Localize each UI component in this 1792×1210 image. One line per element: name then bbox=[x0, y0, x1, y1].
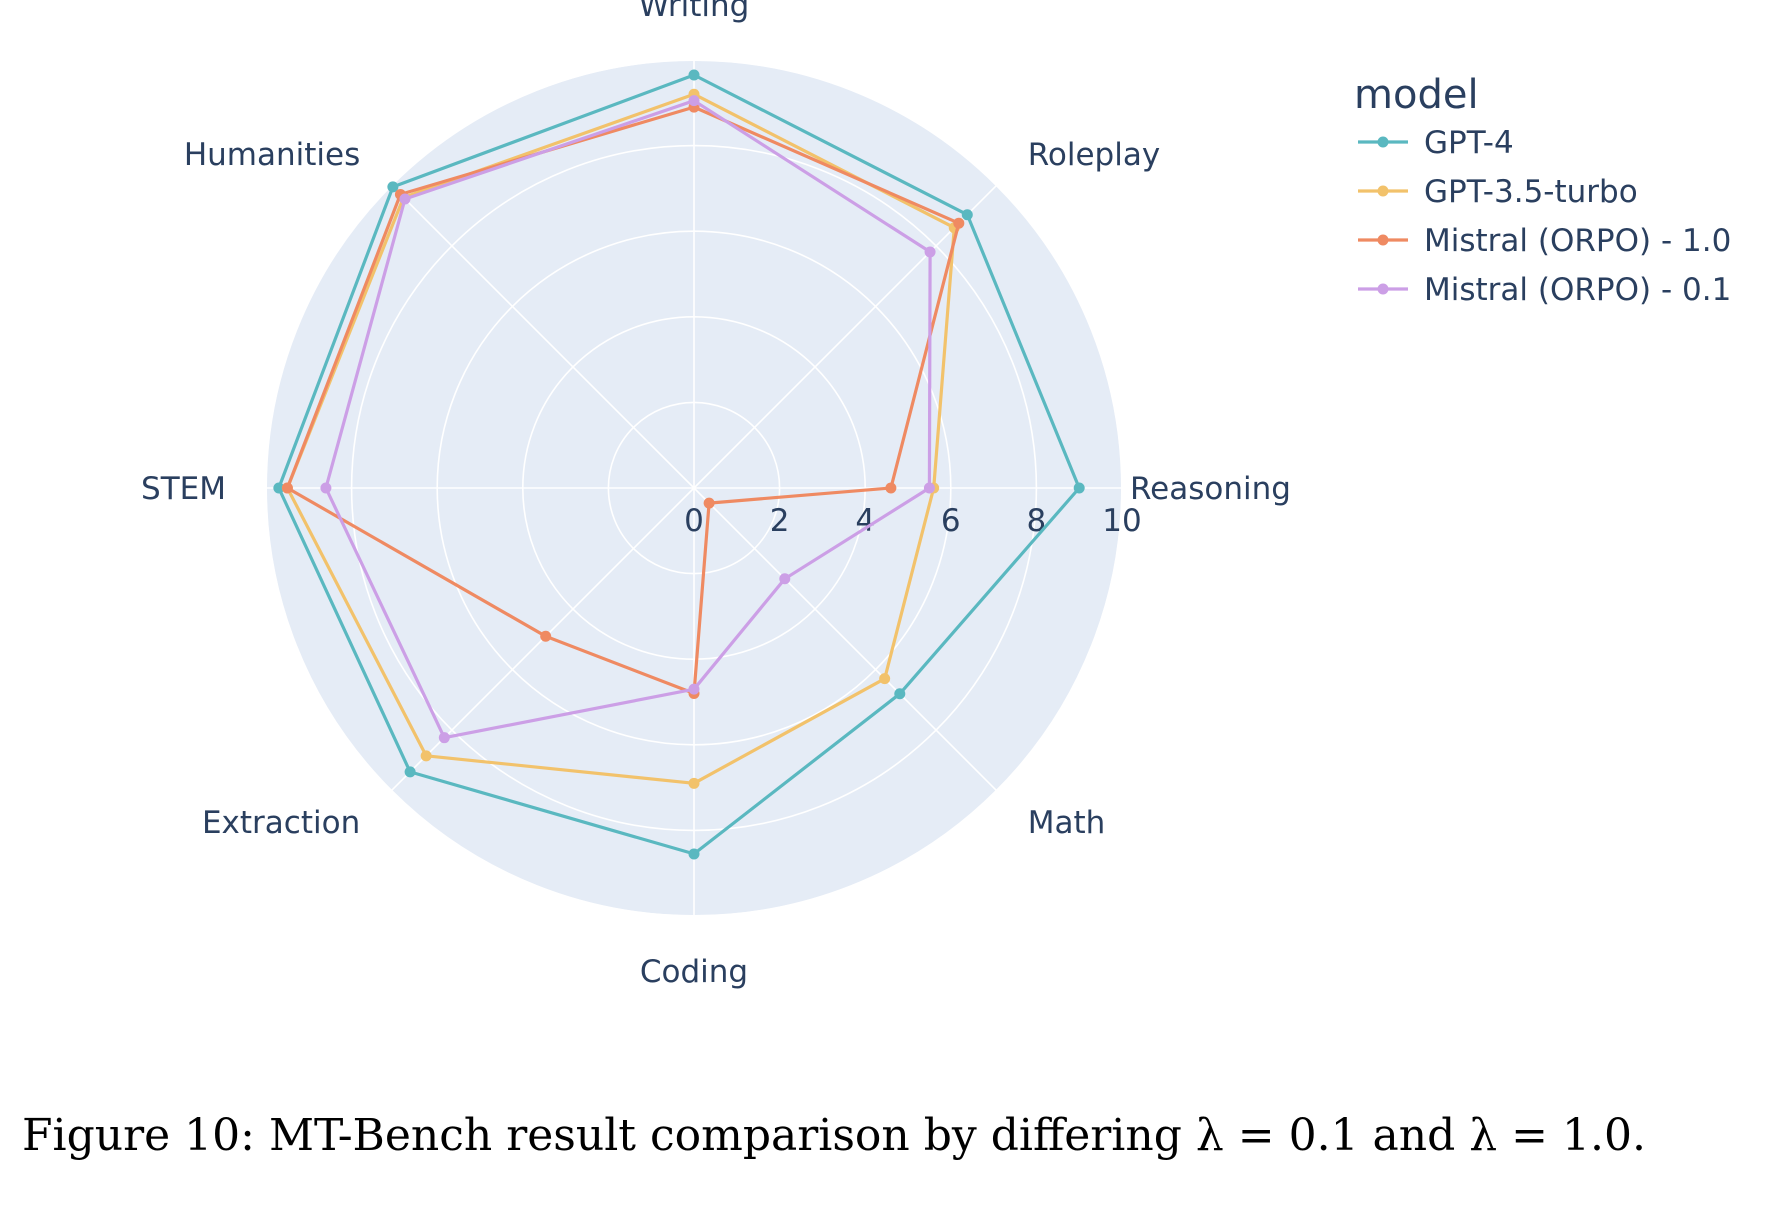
data-point bbox=[885, 482, 897, 494]
data-point bbox=[688, 848, 700, 860]
series-0 bbox=[273, 69, 1085, 860]
legend-swatch-marker bbox=[1377, 136, 1389, 148]
data-point bbox=[923, 482, 935, 494]
data-point bbox=[404, 766, 416, 778]
category-label-math: Math bbox=[1028, 805, 1106, 841]
radar-grid bbox=[265, 59, 1123, 917]
data-point bbox=[438, 732, 450, 744]
legend-label: GPT-3.5-turbo bbox=[1424, 174, 1638, 210]
data-point bbox=[281, 482, 293, 494]
grid-spoke bbox=[693, 184, 998, 489]
data-point bbox=[688, 777, 700, 789]
data-point bbox=[779, 573, 791, 585]
data-point bbox=[961, 209, 973, 221]
legend-swatch-marker bbox=[1377, 283, 1389, 295]
legend-item[interactable]: GPT-4 bbox=[1358, 125, 1514, 161]
data-point bbox=[688, 69, 700, 81]
legend: model GPT-4 GPT-3.5-turbo Mistral (ORPO) -… bbox=[1354, 72, 1731, 308]
data-point bbox=[879, 673, 891, 685]
radial-tick-label: 2 bbox=[770, 503, 790, 539]
radial-tick-label: 8 bbox=[1027, 503, 1047, 539]
data-point bbox=[399, 193, 411, 205]
data-point bbox=[894, 688, 906, 700]
data-point bbox=[703, 497, 715, 509]
radial-tick-label: 0 bbox=[684, 503, 704, 539]
category-label-humanities: Humanities bbox=[184, 137, 360, 173]
radar-chart: 0 2 4 6 8 10 WritingRoleplayReasoningMathCodi… bbox=[141, 0, 1731, 990]
grid-spoke bbox=[693, 487, 998, 792]
radial-tick-label: 6 bbox=[941, 503, 961, 539]
category-label-reasoning: Reasoning bbox=[1130, 471, 1291, 507]
data-point bbox=[387, 181, 399, 193]
legend-title: model bbox=[1354, 72, 1479, 118]
grid-spoke bbox=[390, 184, 695, 489]
category-label-writing: Writing bbox=[639, 0, 750, 24]
data-point bbox=[688, 683, 700, 695]
category-label-roleplay: Roleplay bbox=[1028, 137, 1160, 173]
legend-swatch-marker bbox=[1377, 234, 1389, 246]
legend-label: Mistral (ORPO) - 0.1 bbox=[1424, 272, 1731, 308]
legend-item[interactable]: Mistral (ORPO) - 1.0 bbox=[1358, 223, 1731, 259]
legend-label: GPT-4 bbox=[1424, 125, 1514, 161]
data-series bbox=[273, 69, 1085, 860]
series-3 bbox=[320, 95, 936, 744]
data-point bbox=[688, 95, 700, 107]
legend-label: Mistral (ORPO) - 1.0 bbox=[1424, 223, 1731, 259]
data-point bbox=[320, 482, 332, 494]
figure-caption: Figure 10: MT-Bench result comparison by… bbox=[22, 1110, 1646, 1161]
category-label-extraction: Extraction bbox=[202, 805, 360, 841]
category-labels: Writing Roleplay Reasoning Math Coding Extrac… bbox=[141, 0, 1291, 990]
category-label-stem: STEM bbox=[141, 471, 226, 507]
legend-item[interactable]: GPT-3.5-turbo bbox=[1358, 174, 1638, 210]
data-point bbox=[273, 482, 285, 494]
legend-swatch-marker bbox=[1377, 185, 1389, 197]
data-point bbox=[1073, 482, 1085, 494]
data-point bbox=[953, 217, 965, 229]
radial-tick-label: 10 bbox=[1102, 503, 1141, 539]
data-point bbox=[420, 750, 432, 762]
data-point bbox=[924, 246, 936, 258]
legend-item[interactable]: Mistral (ORPO) - 0.1 bbox=[1358, 272, 1731, 308]
category-label-coding: Coding bbox=[640, 954, 748, 990]
radial-ticks: 0 2 4 6 8 10 bbox=[684, 503, 1142, 539]
data-point bbox=[540, 630, 552, 642]
